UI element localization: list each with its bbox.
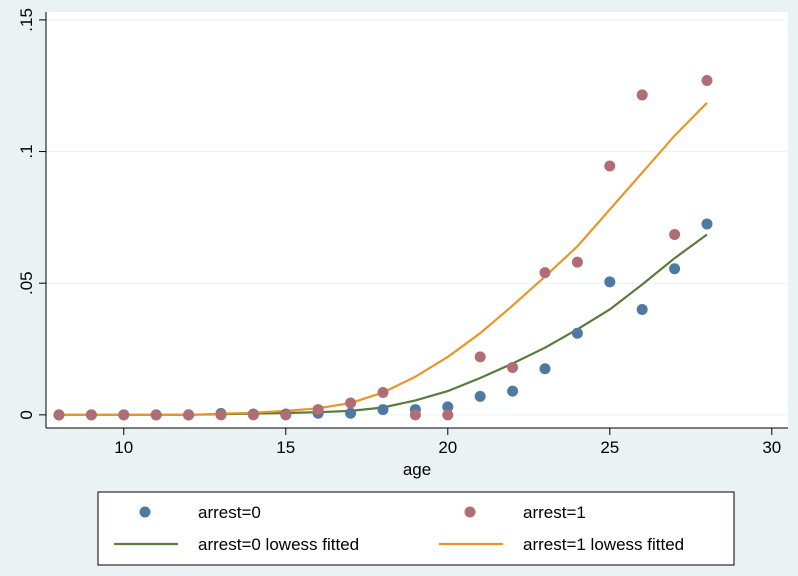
data-point (377, 386, 389, 398)
data-point (669, 263, 681, 275)
data-point (150, 409, 162, 421)
legend-label: arrest=1 lowess fitted (523, 535, 684, 554)
y-tick-label: .15 (17, 8, 36, 32)
x-axis-title: age (403, 460, 431, 479)
y-tick-label: .1 (17, 144, 36, 158)
legend: arrest=0 arrest=1 arrest=0 lowess fitted ar… (97, 491, 735, 566)
x-tick-label: 20 (438, 438, 457, 457)
data-point (507, 361, 519, 373)
y-tick-label: 0 (17, 410, 36, 419)
data-point (85, 409, 97, 421)
y-tick-label: .05 (17, 271, 36, 295)
data-point (604, 276, 616, 288)
data-point (669, 228, 681, 240)
data-point (409, 409, 421, 421)
data-point (215, 409, 227, 421)
data-point (118, 409, 130, 421)
data-point (247, 409, 259, 421)
data-points (53, 74, 713, 421)
data-point (345, 407, 357, 419)
x-tick-label: 25 (600, 438, 619, 457)
data-point (442, 401, 454, 413)
legend-label: arrest=1 (523, 503, 586, 522)
data-point (701, 74, 713, 86)
axes: 10 15 20 25 30 0 .05 .1 .15 (17, 8, 788, 457)
data-point (636, 304, 648, 316)
series-line (59, 102, 708, 416)
data-point (442, 409, 454, 421)
plot-area (46, 12, 788, 428)
legend-label: arrest=0 lowess fitted (198, 535, 359, 554)
data-point (539, 363, 551, 375)
data-point (571, 256, 583, 268)
legend-marker (464, 506, 476, 518)
data-point (474, 390, 486, 402)
data-point (539, 267, 551, 279)
x-tick-label: 15 (276, 438, 295, 457)
data-point (507, 385, 519, 397)
data-point (345, 397, 357, 409)
x-tick-label: 10 (114, 438, 133, 457)
data-point (377, 404, 389, 416)
legend-box (97, 491, 735, 566)
data-point (604, 160, 616, 172)
data-point (280, 409, 292, 421)
legend-label: arrest=0 (198, 503, 261, 522)
data-point (701, 218, 713, 230)
fitted-lines (59, 102, 708, 416)
data-point (636, 89, 648, 101)
data-point (474, 351, 486, 363)
legend-marker (139, 506, 151, 518)
x-tick-label: 30 (762, 438, 781, 457)
data-point (571, 327, 583, 339)
data-point (53, 409, 65, 421)
data-point (183, 409, 195, 421)
data-point (312, 404, 324, 416)
